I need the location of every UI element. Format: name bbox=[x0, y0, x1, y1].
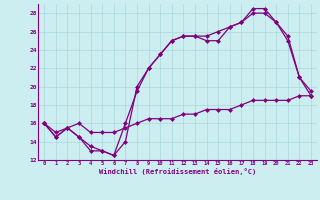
X-axis label: Windchill (Refroidissement éolien,°C): Windchill (Refroidissement éolien,°C) bbox=[99, 168, 256, 175]
